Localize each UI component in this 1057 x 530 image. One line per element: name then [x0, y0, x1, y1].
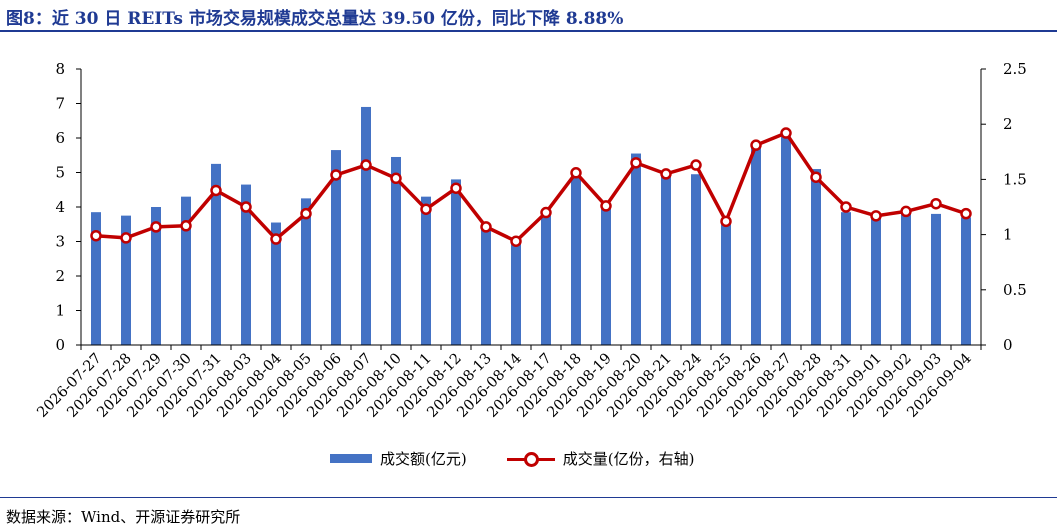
left-tick-label: 8	[55, 60, 65, 78]
bar	[451, 179, 461, 345]
left-axis-labels: 0 1 2 3 4 5 6 7 8	[55, 60, 65, 354]
legend-bar-label: 成交额(亿元)	[380, 450, 467, 468]
legend-bar-swatch	[330, 454, 372, 463]
bar	[661, 175, 671, 345]
left-tick-label: 5	[55, 164, 65, 182]
right-tick-label: 1	[1003, 226, 1013, 244]
left-tick-label: 3	[55, 233, 65, 251]
bar	[241, 184, 251, 345]
bar	[631, 153, 641, 345]
bar	[511, 241, 521, 345]
bar	[931, 213, 941, 345]
bar	[121, 215, 131, 345]
chart-title: 图8：近 30 日 REITs 市场交易规模成交总量达 39.50 亿份，同比下…	[6, 9, 624, 29]
line-point	[660, 168, 672, 180]
bar	[361, 106, 371, 345]
left-tick-label: 0	[55, 336, 65, 354]
line-point	[690, 159, 702, 171]
legend-line-swatch	[506, 451, 555, 467]
line-point	[450, 182, 462, 194]
line-point	[540, 206, 552, 219]
line-path	[95, 131, 967, 243]
left-tick-label: 7	[55, 95, 65, 113]
line-point	[570, 167, 582, 179]
bar	[91, 212, 101, 345]
bar	[211, 163, 221, 345]
line-point	[300, 207, 312, 220]
line-point	[600, 200, 612, 212]
bar	[271, 222, 281, 345]
line-point	[180, 220, 192, 232]
bar	[751, 144, 761, 345]
bar	[841, 212, 851, 345]
line-point	[930, 197, 942, 210]
line-point	[420, 203, 432, 215]
axes	[76, 68, 986, 350]
bar	[391, 156, 401, 345]
left-tick-label: 2	[55, 267, 65, 285]
legend: 成交额(亿元) 成交量(亿份，右轴)	[330, 448, 734, 469]
bar	[331, 150, 341, 345]
bar	[481, 227, 491, 345]
bar	[901, 212, 911, 345]
line-point	[360, 159, 372, 171]
line-point	[630, 157, 642, 169]
bar	[421, 196, 431, 345]
x-axis-labels: 2026-07-272026-07-282026-07-292026-07-30…	[34, 351, 974, 421]
line-point	[750, 139, 762, 151]
bar	[811, 169, 821, 345]
left-tick-label: 6	[55, 129, 65, 147]
title-divider	[0, 30, 1057, 32]
combo-chart: 0 1 2 3 4 5 6 7 8 0 0.5 1 1.5 2 2.5 2026-07-272026-07…	[34, 60, 1027, 421]
right-tick-label: 1.5	[1003, 170, 1027, 188]
line-point	[900, 205, 912, 218]
line-point	[270, 233, 282, 245]
line-point	[810, 171, 822, 183]
line-series	[90, 127, 972, 247]
line-point	[330, 169, 342, 181]
legend-line-label: 成交量(亿份，右轴)	[562, 450, 695, 468]
bar	[151, 207, 161, 345]
bar	[871, 217, 881, 345]
line-point	[240, 201, 252, 213]
bar	[721, 224, 731, 345]
right-axis-labels: 0 0.5 1 1.5 2 2.5	[1003, 60, 1027, 354]
line-point	[960, 207, 972, 220]
right-tick-label: 0.5	[1003, 281, 1027, 299]
line-point	[840, 201, 852, 213]
bar	[691, 174, 701, 345]
source-divider	[0, 497, 1057, 498]
line-point	[720, 215, 732, 228]
source-note: 数据来源：Wind、开源证券研究所	[6, 508, 241, 526]
right-tick-label: 2.5	[1003, 60, 1027, 78]
line-point	[780, 127, 792, 139]
bar	[781, 136, 791, 345]
line-point	[120, 232, 132, 244]
bar	[961, 217, 971, 345]
line-point	[150, 221, 162, 233]
legend-item-line: 成交量(亿份，右轴)	[506, 448, 695, 469]
bar	[301, 198, 311, 345]
line-point	[90, 229, 102, 242]
legend-item-bar: 成交额(亿元)	[330, 448, 467, 469]
line-point	[870, 210, 882, 222]
line-point	[390, 172, 402, 185]
line-point	[210, 184, 222, 197]
bar-series	[91, 106, 971, 345]
right-tick-label: 0	[1003, 336, 1013, 354]
bar	[541, 215, 551, 345]
right-tick-label: 2	[1003, 115, 1013, 133]
bar	[601, 205, 611, 345]
left-tick-label: 1	[55, 302, 65, 320]
bar	[571, 174, 581, 345]
bar	[181, 196, 191, 345]
left-tick-label: 4	[55, 198, 65, 216]
line-point	[480, 221, 492, 233]
line-point	[510, 235, 522, 247]
